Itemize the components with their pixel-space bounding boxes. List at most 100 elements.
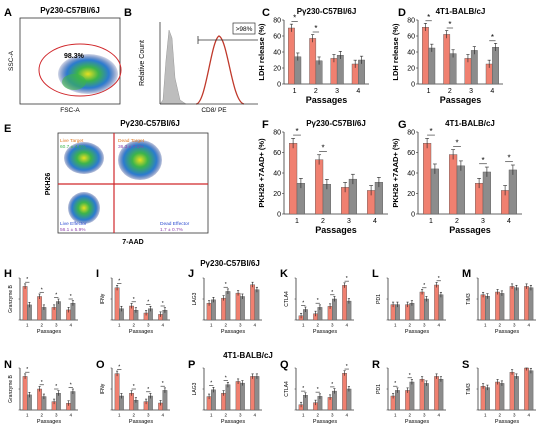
- y-tick-label: 80: [407, 129, 415, 136]
- x-tick-label: 3: [481, 218, 485, 225]
- panel-letter-f: F: [262, 119, 269, 131]
- panel-letter-q: Q: [280, 359, 289, 371]
- x-tick-label: 4: [437, 413, 440, 418]
- panel-p-ylabel: LAG3: [192, 382, 198, 395]
- x-tick-label: 4: [490, 88, 494, 95]
- x-tick-label: 4: [345, 323, 348, 328]
- bar-target: [480, 386, 486, 411]
- x-tick-label: 2: [321, 218, 325, 225]
- x-tick-label: 2: [316, 323, 319, 328]
- significance-star: *: [427, 13, 430, 22]
- y-tick-label: 80: [407, 17, 415, 24]
- x-tick-label: 3: [469, 88, 473, 95]
- panel-o-ylabel: IFNγ: [100, 383, 106, 394]
- x-tick-label: 3: [513, 413, 516, 418]
- significance-star: *: [302, 386, 304, 392]
- significance-star: *: [507, 154, 510, 163]
- x-tick-label: 4: [527, 413, 530, 418]
- y-tick-label: 0: [277, 81, 281, 88]
- panel-l-xlabel: Passages: [405, 329, 429, 335]
- significance-star: *: [55, 384, 57, 390]
- significance-star: *: [162, 301, 164, 307]
- panel-letter-e: E: [4, 123, 11, 135]
- panel-letter-r: R: [372, 359, 380, 371]
- panel-d-ylabel: LDH release (%): [391, 23, 400, 81]
- bar-target: [495, 291, 500, 321]
- bar-control: [409, 381, 415, 411]
- bar-control: [485, 296, 490, 321]
- panel-c-ylabel: LDH release (%): [257, 23, 266, 81]
- bar-control: [332, 390, 337, 411]
- panel-letter-g: G: [398, 119, 407, 131]
- bar-control: [211, 389, 216, 411]
- significance-star: *: [448, 20, 451, 29]
- significance-star: *: [26, 367, 28, 373]
- y-tick-label: 40: [273, 170, 281, 177]
- panel-a-title: Pγ230-C57Bl/6J: [40, 6, 100, 15]
- x-tick-label: 4: [437, 323, 440, 328]
- bar-control: [348, 178, 358, 215]
- significance-star: *: [314, 24, 317, 33]
- panel-a: A Pγ230-C57Bl/6J 98.3% FSC-A SSC-A: [4, 6, 122, 114]
- bar-target: [288, 27, 295, 85]
- x-tick-label: 1: [293, 88, 297, 95]
- panel-j-xlabel: Passages: [221, 329, 245, 335]
- x-tick-label: 3: [55, 323, 58, 328]
- x-tick-label: 4: [345, 413, 348, 418]
- bar-control: [485, 387, 490, 411]
- panel-letter-m: M: [462, 268, 471, 280]
- bar-target: [480, 294, 486, 321]
- significance-star: *: [162, 381, 164, 387]
- bar-control: [438, 294, 444, 321]
- significance-star: *: [491, 33, 494, 42]
- bar-target: [423, 143, 432, 215]
- panel-letter-l: L: [372, 268, 379, 280]
- y-tick-label: 0: [411, 211, 415, 218]
- significance-star: *: [133, 297, 135, 303]
- x-tick-label: 3: [423, 413, 426, 418]
- x-tick-label: 4: [161, 413, 164, 418]
- panel-d-title: 4T1-BALB/cJ: [436, 7, 486, 16]
- bar-control: [254, 289, 260, 321]
- bar-control: [499, 293, 505, 321]
- x-tick-label: 3: [147, 323, 150, 328]
- x-tick-label: 2: [316, 413, 319, 418]
- bar-target: [315, 159, 324, 215]
- significance-star: *: [394, 381, 396, 387]
- panel-r-xlabel: Passages: [405, 419, 429, 425]
- row-label-top: Pγ230-C57Bl/6J: [200, 259, 260, 268]
- bar-control: [470, 50, 478, 85]
- bar-target: [495, 381, 500, 411]
- panel-m-ylabel: TIM3: [466, 293, 472, 305]
- x-tick-label: 2: [448, 88, 452, 95]
- bar-target: [289, 143, 298, 215]
- x-tick-label: 2: [132, 323, 135, 328]
- y-tick-label: 20: [273, 65, 281, 72]
- significance-star: *: [302, 300, 304, 306]
- x-tick-label: 2: [40, 413, 43, 418]
- dead-effector-label: Dead Effector: [160, 221, 190, 227]
- panel-g: G 4T1-BALB/cJ 0 20 40 60 80 PKH26 +7AAD+ (%) 1 * 2…: [391, 119, 522, 235]
- panel-n-xlabel: Passages: [37, 419, 61, 425]
- x-tick-label: 3: [347, 218, 351, 225]
- significance-star: *: [455, 138, 458, 147]
- panel-m: M TIM3 1 2 3 4 Passages: [462, 268, 536, 335]
- x-tick-label: 1: [484, 413, 487, 418]
- panel-p: P LAG3 1 * 2 * 3 4 Passages: [188, 359, 262, 425]
- significance-star: *: [317, 387, 319, 393]
- significance-star: *: [423, 283, 425, 289]
- panel-n-ylabel: Granzyme B: [8, 374, 14, 402]
- bar-target: [509, 372, 515, 411]
- dead-target-value: 36.3 ± 7.1%: [118, 144, 144, 150]
- bar-target: [37, 296, 42, 321]
- panel-c-title: Pγ230-C57Bl/6J: [297, 7, 357, 16]
- bar-target: [235, 292, 241, 321]
- significance-star: *: [210, 381, 212, 387]
- panel-e-title: Pγ230-C57Bl/6J: [120, 119, 180, 128]
- significance-star: *: [118, 364, 120, 370]
- x-tick-label: 2: [408, 323, 411, 328]
- live-target-cloud: [64, 142, 104, 174]
- panel-letter-i: I: [96, 268, 99, 280]
- y-tick-label: 40: [407, 170, 415, 177]
